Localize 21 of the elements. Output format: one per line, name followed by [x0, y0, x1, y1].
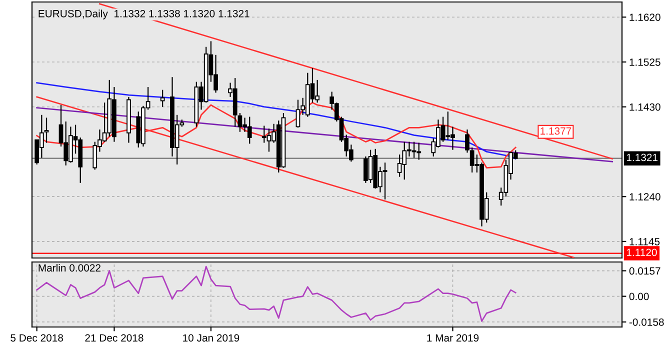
candlestick	[160, 89, 165, 108]
x-tick-label: 5 Dec 2018	[10, 334, 64, 342]
chart-title: Marlin 0.0022	[38, 264, 100, 272]
text: EURUSD,Daily 1.1332 1.1338 1.1320 1.1321	[38, 10, 250, 20]
ref-line-label: 1.1321	[626, 154, 658, 162]
ref-line-label: 1.1120	[626, 248, 657, 256]
line-series	[36, 266, 516, 322]
x-tick-label: 10 Jan 2019	[183, 334, 240, 342]
annotation: 1.1377	[540, 127, 572, 135]
y-tick-label: -0.0158	[629, 318, 664, 326]
x-tick-label: 21 Dec 2018	[85, 334, 144, 342]
y-tick-label: 1.1145	[630, 238, 660, 246]
y-tick-label: 1.1430	[630, 103, 660, 111]
y-tick-label: 0.00	[629, 292, 649, 300]
y-tick-label: 1.1240	[630, 193, 660, 200]
y-tick-label: 1.1620	[630, 14, 660, 21]
candlestick	[44, 117, 49, 144]
candlestick	[465, 128, 470, 154]
x-tick-label: 1 Mar 2019	[427, 334, 479, 342]
y-tick-label: 1.1525	[630, 58, 660, 66]
y-tick-label: 0.0157	[629, 267, 660, 275]
